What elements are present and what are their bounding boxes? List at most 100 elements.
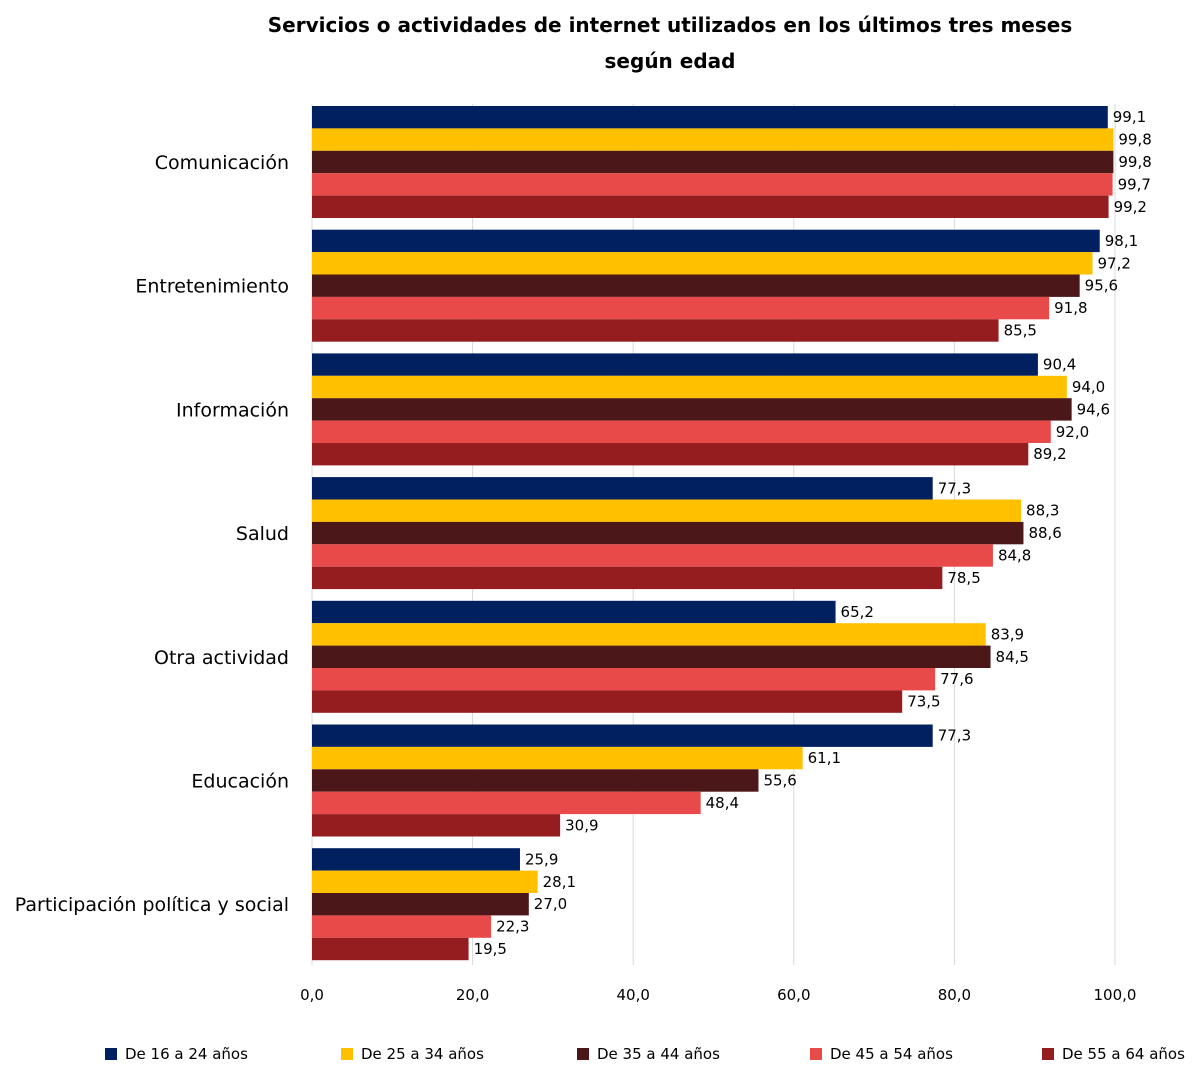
bar <box>312 274 1080 297</box>
bar <box>312 848 520 871</box>
data-label: 65,2 <box>841 603 874 621</box>
data-label: 95,6 <box>1085 277 1118 295</box>
data-label: 84,5 <box>996 648 1029 666</box>
category-label: Entretenimiento <box>135 276 289 298</box>
bar <box>312 870 538 893</box>
bar <box>312 893 529 916</box>
bar <box>312 769 759 792</box>
data-label: 90,4 <box>1043 356 1076 374</box>
bar <box>312 420 1051 443</box>
category-label: Salud <box>236 523 289 545</box>
data-label: 85,5 <box>1004 322 1037 340</box>
bar <box>312 600 836 624</box>
legend-swatch <box>105 1048 117 1060</box>
bar <box>312 668 936 691</box>
bar <box>312 566 943 590</box>
data-label: 99,2 <box>1114 198 1147 216</box>
data-label: 89,2 <box>1033 445 1066 463</box>
bar <box>312 150 1114 174</box>
x-tick-label: 100,0 <box>1094 986 1137 1004</box>
data-label: 27,0 <box>534 895 567 913</box>
bar <box>312 791 701 815</box>
legend-label: De 45 a 54 años <box>830 1045 953 1063</box>
x-axis-tick-labels: 0,0 20,0 40,0 60,0 80,0 100,0 <box>300 986 1136 1004</box>
data-label: 48,4 <box>706 794 739 812</box>
data-label: 78,5 <box>947 569 980 587</box>
data-label: 99,7 <box>1118 175 1151 193</box>
data-label: 88,6 <box>1028 524 1061 542</box>
bar <box>312 173 1113 196</box>
category-label: Información <box>176 399 289 421</box>
bar <box>312 623 986 646</box>
chart-title-line-2: según edad <box>605 49 736 73</box>
data-label: 99,8 <box>1118 131 1151 149</box>
category-label: Participación política y social <box>15 894 289 916</box>
data-label: 83,9 <box>991 625 1024 643</box>
bar <box>312 128 1114 151</box>
bar <box>312 398 1072 421</box>
legend-label: De 25 a 34 años <box>361 1045 484 1063</box>
legend-swatch <box>810 1048 822 1060</box>
data-label: 61,1 <box>808 749 841 767</box>
data-label: 92,0 <box>1056 423 1089 441</box>
x-tick-label: 20,0 <box>456 986 489 1004</box>
bar <box>312 106 1108 129</box>
data-label: 30,9 <box>565 816 598 834</box>
category-label: Otra actividad <box>154 647 289 669</box>
category-label: Educación <box>191 771 289 793</box>
legend-label: De 16 a 24 años <box>125 1045 248 1063</box>
x-tick-label: 0,0 <box>300 986 324 1004</box>
bar <box>312 477 933 500</box>
legend-label: De 55 a 64 años <box>1062 1045 1185 1063</box>
category-label: Comunicación <box>155 152 289 174</box>
data-label: 77,3 <box>938 479 971 497</box>
bar <box>312 319 999 342</box>
x-tick-label: 80,0 <box>938 986 971 1004</box>
data-label: 88,3 <box>1026 502 1059 520</box>
bar <box>312 353 1038 376</box>
bar <box>312 915 492 938</box>
bar <box>312 252 1093 275</box>
bar <box>312 195 1109 218</box>
data-label: 91,8 <box>1054 299 1087 317</box>
legend-label: De 35 a 44 años <box>597 1045 720 1063</box>
data-label: 94,0 <box>1072 378 1105 396</box>
legend-swatch <box>341 1048 353 1060</box>
legend: De 16 a 24 años De 25 a 34 años De 35 a 44… <box>105 1045 1185 1063</box>
bar <box>312 937 469 961</box>
data-label: 28,1 <box>543 873 576 891</box>
data-label: 77,6 <box>940 670 973 688</box>
x-tick-label: 60,0 <box>777 986 810 1004</box>
bar <box>312 229 1100 253</box>
bar <box>312 499 1022 522</box>
x-tick-label: 40,0 <box>616 986 649 1004</box>
data-label: 19,5 <box>474 940 507 958</box>
bar <box>312 296 1050 320</box>
chart-title: Servicios o actividades de internet util… <box>268 13 1072 73</box>
bar <box>312 814 561 837</box>
chart-title-line-1: Servicios o actividades de internet util… <box>268 13 1072 37</box>
bar <box>312 544 993 567</box>
legend-swatch <box>1042 1048 1054 1060</box>
data-label: 73,5 <box>907 693 940 711</box>
legend-swatch <box>577 1048 589 1060</box>
data-label: 99,8 <box>1118 153 1151 171</box>
bars <box>312 106 1114 961</box>
data-label: 84,8 <box>998 547 1031 565</box>
data-labels: 99,1 99,8 99,8 99,7 99,2 98,1 97,2 95,6 91,8 85,5… <box>474 108 1152 958</box>
bar <box>312 521 1024 545</box>
data-label: 22,3 <box>496 918 529 936</box>
bar <box>312 690 903 713</box>
bar <box>312 746 803 770</box>
data-label: 77,3 <box>938 727 971 745</box>
category-labels: Comunicación Entretenimiento Información Sa… <box>15 152 289 916</box>
data-label: 55,6 <box>763 772 796 790</box>
data-label: 99,1 <box>1113 108 1146 126</box>
data-label: 98,1 <box>1105 232 1138 250</box>
data-label: 25,9 <box>525 850 558 868</box>
bar <box>312 443 1029 466</box>
bar <box>312 375 1067 399</box>
bar <box>312 645 991 668</box>
bar <box>312 724 933 747</box>
